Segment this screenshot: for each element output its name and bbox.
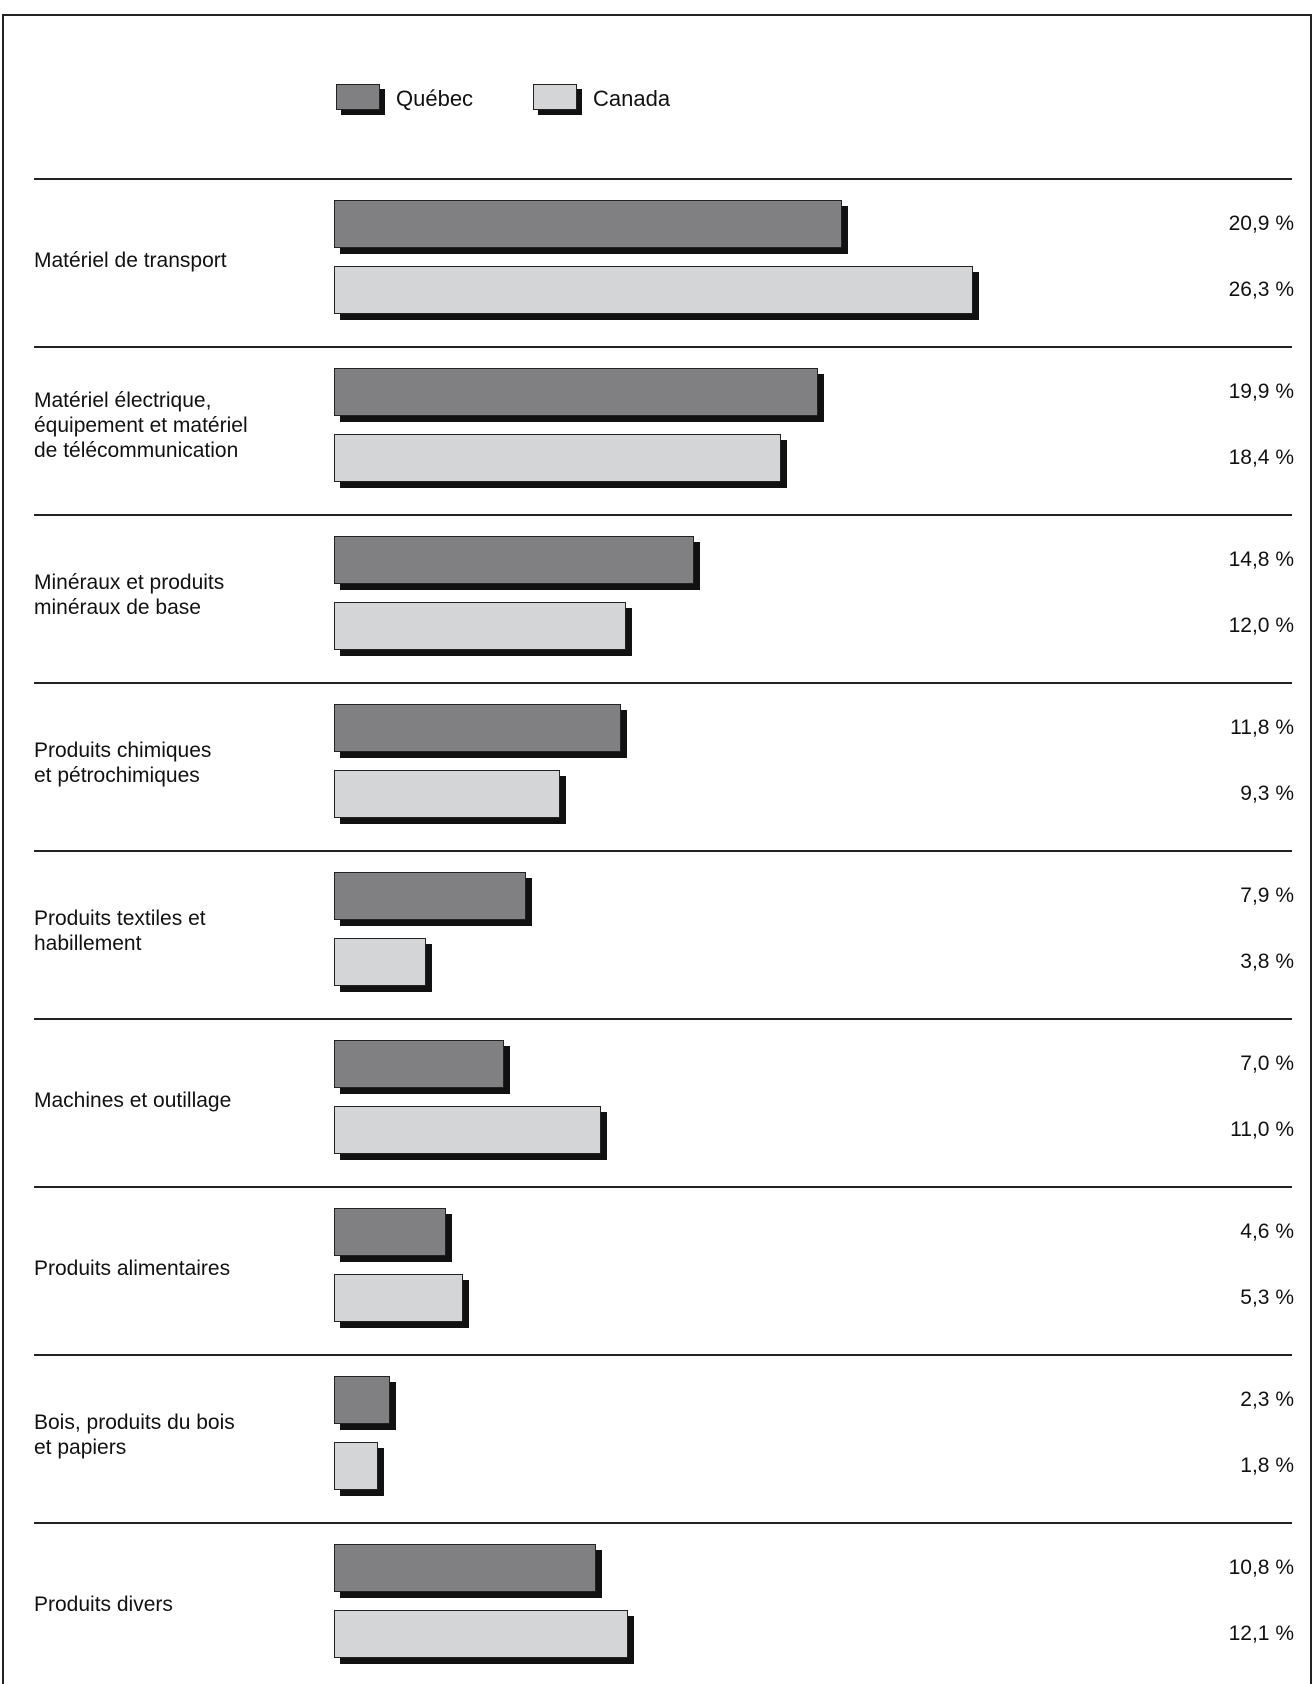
category-separator <box>34 850 1292 852</box>
data-label: 18,4 % <box>1228 446 1294 469</box>
bar-canada <box>334 1442 384 1496</box>
data-label: 20,9 % <box>1228 212 1294 235</box>
data-label: 9,3 % <box>1240 782 1294 805</box>
category-label: Machines et outillage <box>34 1089 232 1112</box>
category-label: Minéraux et produits minéraux de base <box>34 571 225 619</box>
bar-canada <box>334 266 980 320</box>
legend-swatch <box>533 84 582 115</box>
bar-quebec <box>334 1376 396 1430</box>
legend-item-0: Québec <box>336 82 473 116</box>
legend-label: Canada <box>593 86 671 111</box>
category-label: Matériel électrique, équipement et matér… <box>34 389 248 462</box>
legend-label: Québec <box>396 86 474 111</box>
legend-item-1: Canada <box>533 82 670 116</box>
data-label: 19,9 % <box>1228 380 1294 403</box>
category-separator <box>34 1186 1292 1188</box>
legend-swatch <box>336 84 385 115</box>
category-label: Produits textiles et habillement <box>34 907 206 955</box>
bar-quebec <box>334 1544 603 1598</box>
category-separator <box>34 1018 1292 1020</box>
bar-quebec <box>334 1040 511 1094</box>
bar-canada <box>334 1610 635 1664</box>
category-separator <box>34 1522 1292 1524</box>
data-label: 5,3 % <box>1240 1286 1294 1309</box>
data-label: 14,8 % <box>1228 548 1294 571</box>
bar-canada <box>334 770 566 824</box>
data-label: 7,9 % <box>1240 884 1294 907</box>
category-label: Produits alimentaires <box>34 1257 231 1280</box>
bar-quebec <box>334 368 824 422</box>
bar-quebec <box>334 704 627 758</box>
category-separator <box>34 1354 1292 1356</box>
data-label: 2,3 % <box>1240 1388 1294 1411</box>
category-label: Produits divers <box>34 1593 173 1616</box>
bar-canada <box>334 938 433 992</box>
data-label: 10,8 % <box>1228 1556 1294 1579</box>
bar-quebec <box>334 1208 452 1262</box>
category-separator <box>34 178 1292 180</box>
bar-canada <box>334 434 788 488</box>
data-label: 7,0 % <box>1240 1052 1294 1075</box>
data-label: 3,8 % <box>1240 950 1294 973</box>
bar-canada <box>334 602 632 656</box>
data-label: 26,3 % <box>1228 278 1294 301</box>
bar-canada <box>334 1274 469 1328</box>
chart-frame <box>2 14 1312 1684</box>
category-label: Matériel de transport <box>34 249 227 272</box>
category-label: Produits chimiques et pétrochimiques <box>34 739 212 787</box>
data-label: 12,1 % <box>1228 1622 1294 1645</box>
data-label: 11,0 % <box>1230 1118 1294 1141</box>
bar-canada <box>334 1106 608 1160</box>
data-label: 4,6 % <box>1240 1220 1294 1243</box>
category-label: Bois, produits du bois et papiers <box>34 1411 235 1459</box>
bar-quebec <box>334 536 700 590</box>
data-label: 12,0 % <box>1228 614 1294 637</box>
data-label: 11,8 % <box>1230 716 1294 739</box>
bar-quebec <box>334 200 848 254</box>
category-separator <box>34 346 1292 348</box>
bar-quebec <box>334 872 532 926</box>
data-label: 1,8 % <box>1240 1454 1294 1477</box>
category-separator <box>34 514 1292 516</box>
category-separator <box>34 682 1292 684</box>
